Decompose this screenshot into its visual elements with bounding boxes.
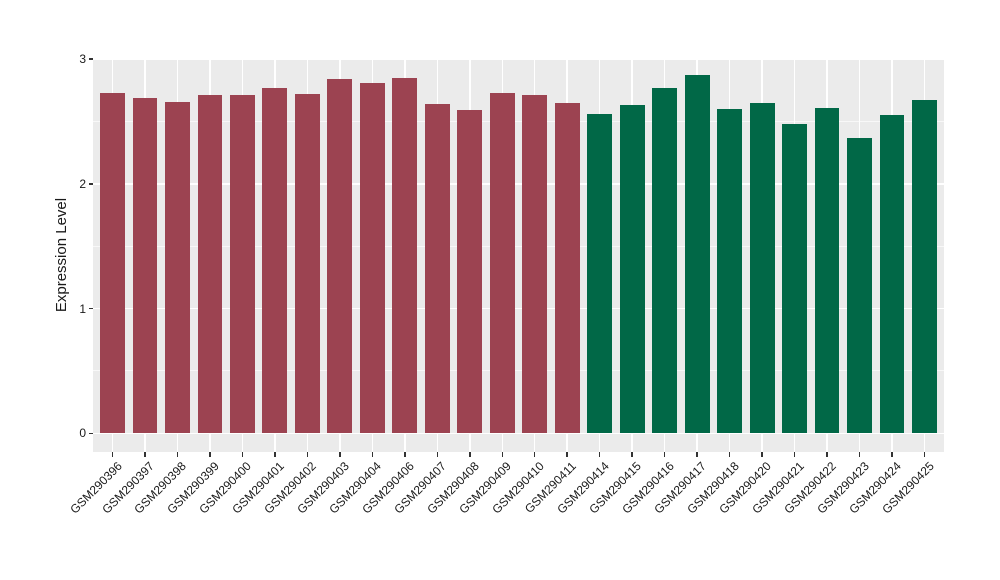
x-axis-tick — [111, 452, 114, 457]
y-tick-label: 2 — [79, 176, 86, 191]
x-axis-tick — [469, 452, 471, 457]
x-axis-tick — [274, 452, 276, 457]
bar — [652, 87, 678, 434]
major-gridline — [93, 58, 944, 60]
bar — [197, 95, 223, 434]
bar — [359, 82, 385, 434]
x-axis-tick — [761, 452, 763, 457]
minor-gridline — [93, 370, 944, 372]
x-axis-tick — [631, 452, 633, 457]
bar — [684, 75, 710, 434]
x-axis-tick — [891, 452, 893, 457]
bar — [912, 100, 937, 434]
x-axis-tick — [598, 452, 601, 457]
bar — [717, 109, 743, 434]
x-axis-tick — [793, 452, 796, 457]
x-axis-tick — [241, 452, 244, 457]
x-axis-tick — [501, 452, 503, 457]
bar — [489, 92, 515, 434]
y-axis-tick — [88, 183, 93, 185]
x-axis-tick — [436, 452, 439, 457]
bar — [619, 105, 645, 434]
y-tick-label: 1 — [79, 301, 86, 316]
bar — [327, 79, 353, 434]
major-gridline — [93, 432, 944, 435]
bar — [424, 104, 450, 434]
bar — [262, 87, 288, 434]
bar — [100, 92, 125, 434]
bar — [782, 124, 807, 434]
x-axis-tick — [696, 452, 698, 457]
x-axis-tick — [176, 452, 179, 457]
x-axis-tick — [209, 452, 211, 457]
bar — [294, 94, 320, 434]
bar — [229, 95, 255, 434]
x-axis-tick — [566, 452, 568, 457]
y-tick-label: 0 — [79, 426, 86, 441]
bar — [879, 115, 905, 434]
x-axis-tick — [826, 452, 828, 457]
bar — [457, 110, 483, 434]
x-axis-tick — [728, 452, 731, 457]
bar — [814, 107, 840, 434]
x-axis-tick — [306, 452, 309, 457]
bar — [554, 102, 580, 434]
minor-gridline — [93, 245, 944, 247]
bar — [847, 137, 872, 434]
major-gridline — [93, 307, 944, 310]
x-axis-tick — [533, 452, 536, 457]
y-axis-title: Expression Level — [53, 197, 70, 313]
y-axis-tick — [88, 432, 93, 435]
x-axis-tick — [663, 452, 666, 457]
minor-gridline — [93, 121, 944, 123]
x-axis-tick — [371, 452, 374, 457]
y-axis-tick — [88, 58, 93, 60]
plot-panel — [93, 58, 944, 452]
x-axis-tick — [339, 452, 341, 457]
x-axis-tick — [144, 452, 146, 457]
bar — [749, 102, 775, 434]
y-axis-tick — [88, 307, 93, 310]
y-tick-label: 3 — [79, 52, 86, 67]
x-axis-tick — [858, 452, 861, 457]
x-axis-tick — [923, 452, 926, 457]
bar — [132, 97, 158, 434]
x-axis-tick — [404, 452, 406, 457]
bar — [165, 101, 190, 434]
bar — [587, 114, 613, 434]
bar — [392, 77, 418, 434]
bar — [522, 95, 548, 434]
major-gridline — [93, 183, 944, 185]
